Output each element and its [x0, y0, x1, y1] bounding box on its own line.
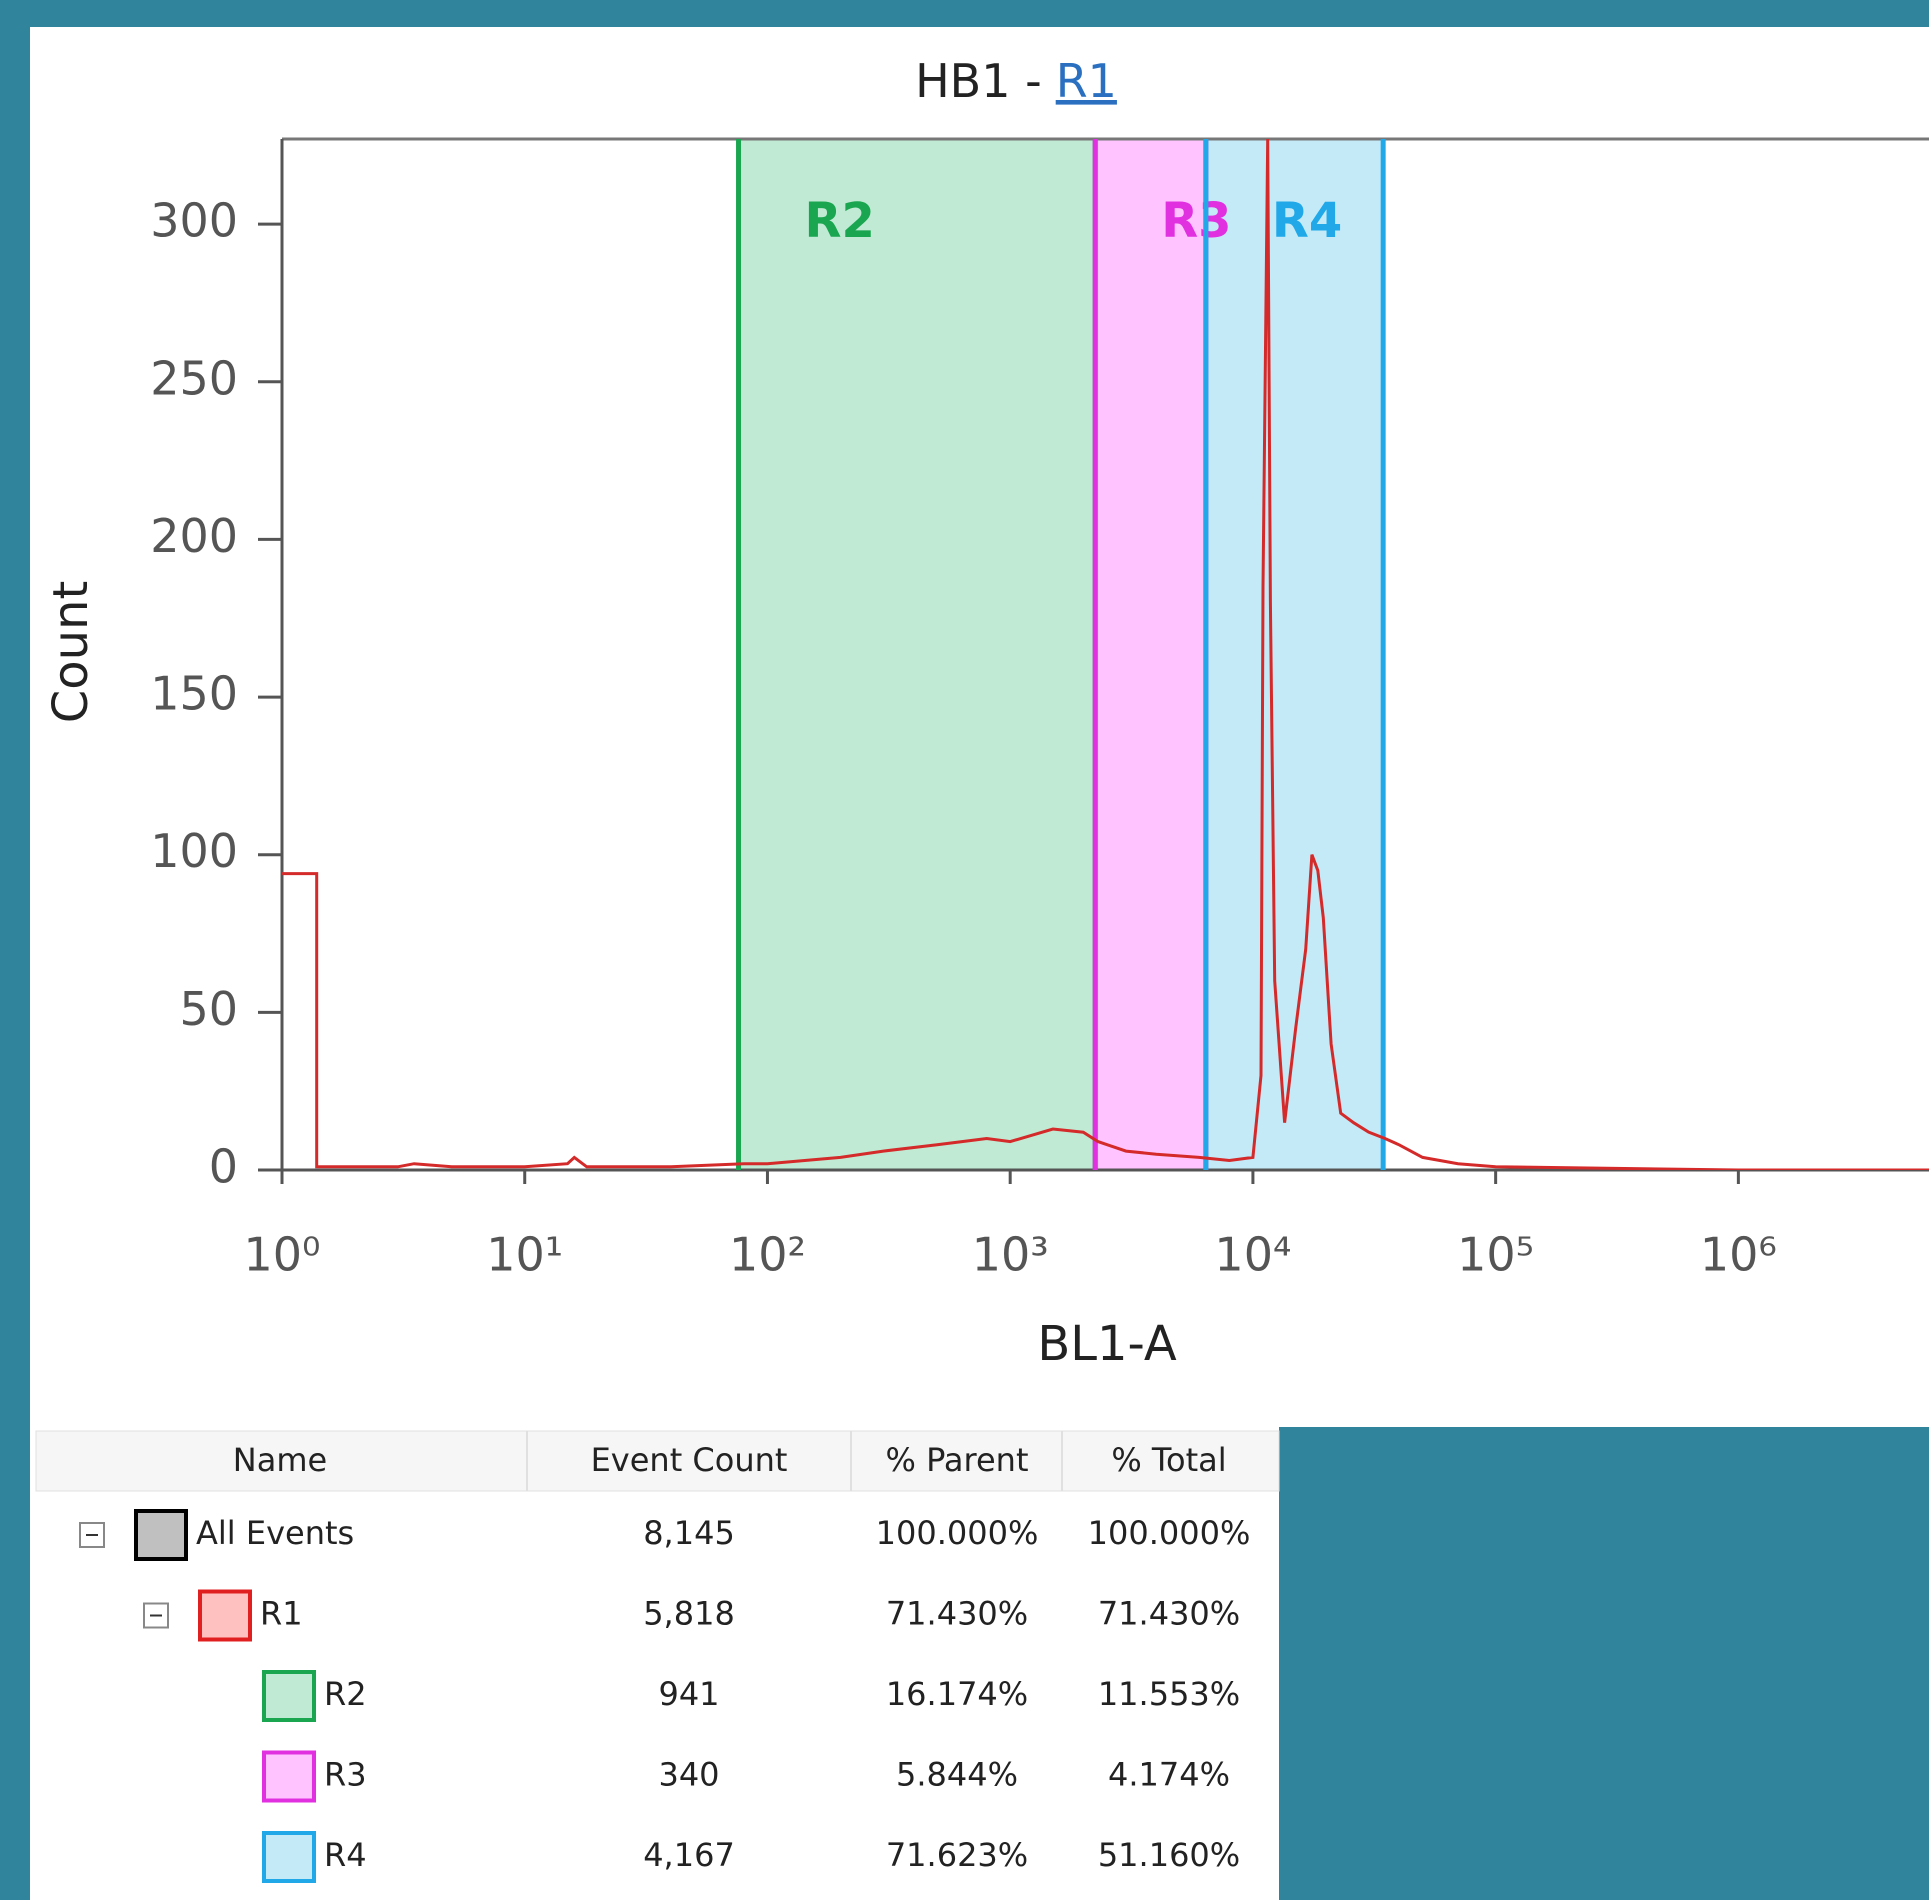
event-count: 941: [658, 1675, 719, 1713]
gate-swatch: [134, 1509, 188, 1561]
y-tick-label: 150: [150, 667, 238, 721]
y-tick-label: 100: [150, 824, 238, 878]
percent-total: 11.553%: [1098, 1675, 1240, 1713]
y-axis-label: Count: [43, 581, 99, 724]
percent-parent: 71.623%: [886, 1836, 1028, 1874]
event-count: 5,818: [643, 1595, 735, 1633]
gate-label: R2: [805, 193, 875, 249]
x-tick-label: 10³: [972, 1228, 1049, 1282]
chart-title: HB1 - R1: [915, 54, 1117, 108]
percent-parent: 71.430%: [886, 1595, 1028, 1633]
gate-swatch: [262, 1750, 316, 1803]
y-tick-label: 50: [179, 982, 238, 1036]
row-name: All Events: [196, 1514, 354, 1552]
x-tick-label: 10²: [729, 1228, 806, 1282]
x-tick-label: 10⁰: [244, 1228, 321, 1282]
event-count: 4,167: [643, 1836, 735, 1874]
x-tick-label: 10⁶: [1700, 1228, 1777, 1282]
column-header: Name: [233, 1441, 327, 1479]
percent-total: 51.160%: [1098, 1836, 1240, 1874]
title-text: HB1 -: [915, 54, 1042, 108]
percent-parent: 16.174%: [886, 1675, 1028, 1713]
row-name: R4: [324, 1836, 367, 1874]
row-name: R2: [324, 1675, 367, 1713]
gate-swatch: [198, 1589, 252, 1642]
table-header: [35, 1430, 1280, 1492]
percent-total: 71.430%: [1098, 1595, 1240, 1633]
column-header: Event Count: [591, 1441, 788, 1479]
y-tick-label: 300: [150, 194, 238, 248]
gate-region: [738, 139, 1096, 1170]
percent-total: 100.000%: [1088, 1514, 1251, 1552]
x-axis-label: BL1-A: [1037, 1316, 1176, 1372]
y-tick-label: 250: [150, 351, 238, 405]
percent-total: 4.174%: [1108, 1756, 1230, 1794]
row-name: R3: [324, 1756, 367, 1794]
percent-parent: 5.844%: [896, 1756, 1018, 1794]
gate-swatch: [262, 1831, 316, 1883]
gate-label: R3: [1161, 193, 1231, 249]
column-header: % Parent: [885, 1441, 1028, 1479]
y-tick-label: 0: [209, 1140, 238, 1194]
row-name: R1: [260, 1595, 303, 1633]
y-tick-label: 200: [150, 509, 238, 563]
gate-region: [1205, 139, 1384, 1170]
event-count: 8,145: [643, 1514, 735, 1552]
table-panel: [30, 1427, 1279, 1900]
gate-label: R4: [1272, 193, 1342, 249]
gate-swatch: [262, 1670, 316, 1722]
histogram-line: [282, 139, 1929, 1170]
event-count: 340: [658, 1756, 719, 1794]
collapse-toggle[interactable]: [79, 1522, 105, 1548]
x-tick-label: 10⁵: [1457, 1228, 1534, 1282]
column-header: % Total: [1111, 1441, 1226, 1479]
x-tick-label: 10¹: [486, 1228, 563, 1282]
percent-parent: 100.000%: [876, 1514, 1039, 1552]
x-tick-label: 10⁴: [1214, 1228, 1291, 1282]
title-link[interactable]: R1: [1056, 54, 1117, 108]
gate-region: [1095, 139, 1206, 1170]
gates: [738, 139, 1384, 1170]
